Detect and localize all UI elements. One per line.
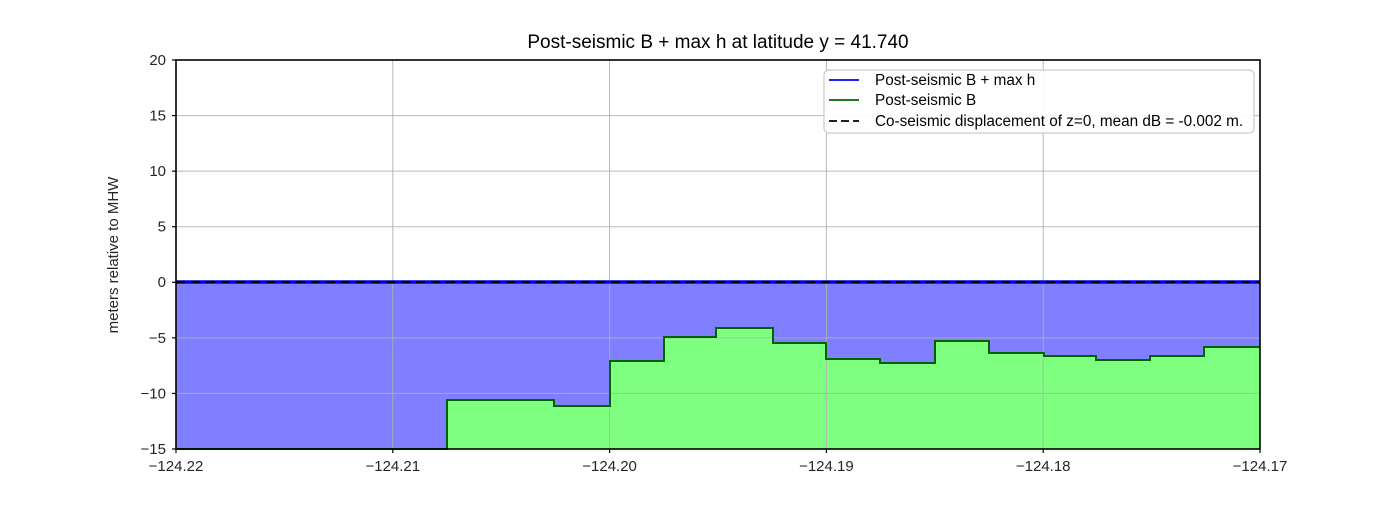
svg-text:10: 10 (149, 163, 166, 180)
svg-text:Post-seismic B + max h at lati: Post-seismic B + max h at latitude y = 4… (527, 32, 908, 53)
svg-text:−5: −5 (149, 330, 166, 347)
svg-text:Post-seismic B + max h: Post-seismic B + max h (875, 72, 1035, 89)
svg-text:−124.21: −124.21 (365, 458, 420, 475)
svg-text:15: 15 (149, 108, 166, 125)
svg-text:−124.19: −124.19 (799, 458, 854, 475)
svg-text:meters relative to MHW: meters relative to MHW (105, 176, 122, 334)
svg-text:−15: −15 (141, 441, 166, 458)
svg-text:0: 0 (158, 274, 166, 291)
svg-text:20: 20 (149, 52, 166, 69)
svg-text:−124.18: −124.18 (1016, 458, 1071, 475)
svg-text:Co-seismic displacement of z=0: Co-seismic displacement of z=0, mean dB … (875, 113, 1243, 130)
svg-text:Post-seismic B: Post-seismic B (875, 92, 976, 109)
svg-text:−124.20: −124.20 (582, 458, 637, 475)
svg-text:−124.22: −124.22 (149, 458, 204, 475)
svg-text:−10: −10 (141, 385, 166, 402)
svg-text:5: 5 (158, 219, 166, 236)
svg-text:−124.17: −124.17 (1233, 458, 1288, 475)
